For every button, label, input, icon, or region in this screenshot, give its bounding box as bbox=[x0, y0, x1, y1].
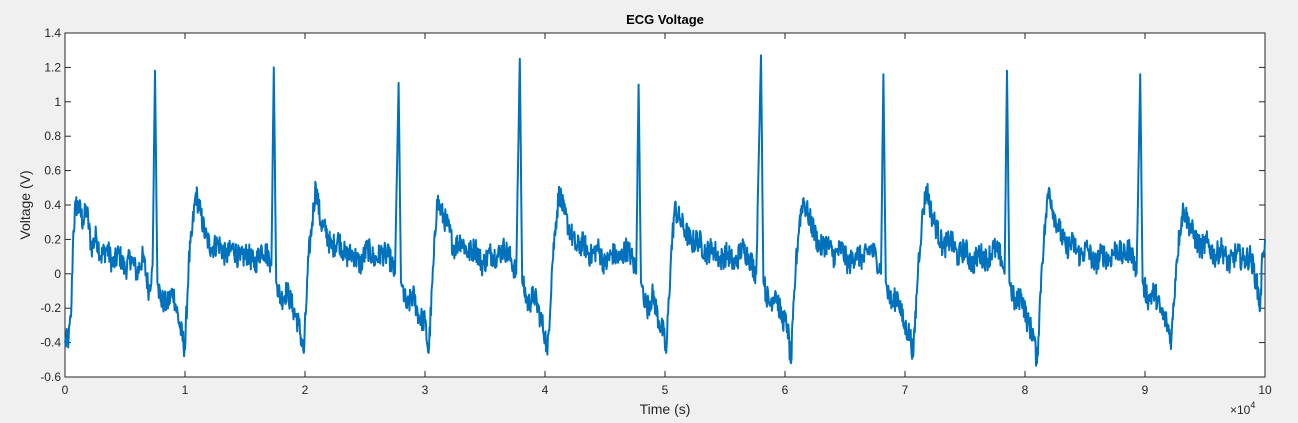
y-tick-label: 0.2 bbox=[44, 232, 61, 246]
y-tick-label: -0.2 bbox=[40, 301, 61, 315]
x-axis-ticks: 0 1 2 3 4 5 6 7 8 9 10 bbox=[62, 33, 1272, 397]
x-tick-label: 0 bbox=[62, 383, 69, 397]
x-tick-label: 2 bbox=[302, 383, 309, 397]
y-tick-label: 1.4 bbox=[44, 26, 61, 40]
x-tick-label: 7 bbox=[902, 383, 909, 397]
y-axis-label: Voltage (V) bbox=[17, 170, 33, 239]
x-tick-label: 6 bbox=[782, 383, 789, 397]
y-tick-label: 0.4 bbox=[44, 198, 61, 212]
y-tick-label: 0 bbox=[54, 267, 61, 281]
y-tick-label: 1 bbox=[54, 95, 61, 109]
x-tick-label: 4 bbox=[542, 383, 549, 397]
plot-area bbox=[64, 32, 1266, 378]
series-layer bbox=[64, 54, 1266, 367]
x-tick-label: 10 bbox=[1258, 383, 1272, 397]
y-tick-label: 0.6 bbox=[44, 164, 61, 178]
chart-title: ECG Voltage bbox=[626, 12, 704, 27]
x-axis-label: Time (s) bbox=[640, 401, 691, 417]
x-tick-label: 3 bbox=[422, 383, 429, 397]
x-tick-label: 1 bbox=[182, 383, 189, 397]
x-axis-exponent: ×104 bbox=[1230, 400, 1255, 417]
x-tick-label: 5 bbox=[662, 383, 669, 397]
x-exponent-power: 4 bbox=[1250, 400, 1255, 410]
x-tick-label: 8 bbox=[1022, 383, 1029, 397]
y-tick-label: 0.8 bbox=[44, 129, 61, 143]
x-exponent-base: ×10 bbox=[1230, 403, 1251, 417]
y-tick-label: -0.6 bbox=[40, 370, 61, 384]
ecg-series-line bbox=[64, 54, 1266, 367]
x-tick-label: 9 bbox=[1142, 383, 1149, 397]
y-tick-label: 1.2 bbox=[44, 60, 61, 74]
y-axis-ticks: -0.6 -0.4 -0.2 0 0.2 0.4 0.6 0.8 1 1.2 1.4 bbox=[40, 26, 1265, 384]
y-tick-label: -0.4 bbox=[40, 336, 61, 350]
